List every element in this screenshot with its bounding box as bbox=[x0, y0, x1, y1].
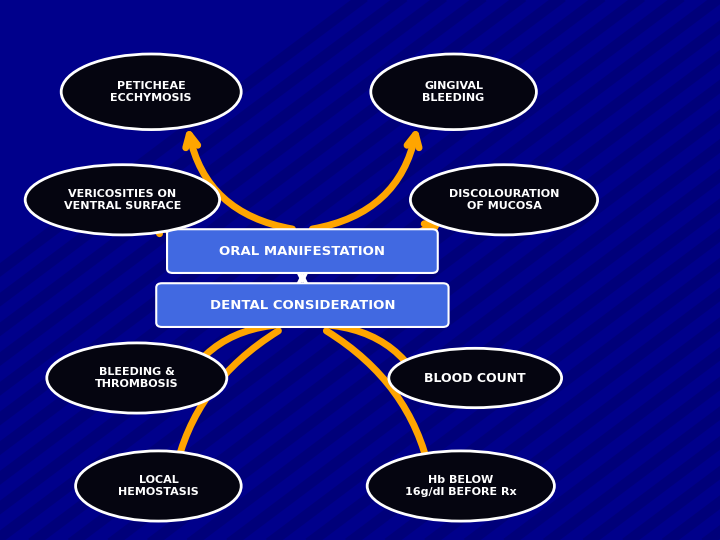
Ellipse shape bbox=[61, 54, 241, 130]
Text: LOCAL
HEMOSTASIS: LOCAL HEMOSTASIS bbox=[118, 475, 199, 497]
FancyArrowPatch shape bbox=[312, 134, 419, 229]
FancyBboxPatch shape bbox=[156, 283, 449, 327]
Text: BLOOD COUNT: BLOOD COUNT bbox=[424, 372, 526, 384]
FancyBboxPatch shape bbox=[167, 229, 438, 273]
Ellipse shape bbox=[389, 348, 562, 408]
Ellipse shape bbox=[410, 165, 598, 235]
FancyArrowPatch shape bbox=[327, 222, 438, 243]
FancyArrowPatch shape bbox=[175, 324, 292, 401]
Text: GINGIVAL
BLEEDING: GINGIVAL BLEEDING bbox=[423, 81, 485, 103]
Text: DENTAL CONSIDERATION: DENTAL CONSIDERATION bbox=[210, 299, 395, 312]
Text: VERICOSITIES ON
VENTRAL SURFACE: VERICOSITIES ON VENTRAL SURFACE bbox=[63, 189, 181, 211]
FancyArrowPatch shape bbox=[312, 324, 430, 401]
Text: Hb BELOW
16g/dl BEFORE Rx: Hb BELOW 16g/dl BEFORE Rx bbox=[405, 475, 517, 497]
FancyArrowPatch shape bbox=[186, 134, 292, 229]
Text: PETICHEAE
ECCHYMOSIS: PETICHEAE ECCHYMOSIS bbox=[110, 81, 192, 103]
Ellipse shape bbox=[76, 451, 241, 521]
FancyArrowPatch shape bbox=[171, 331, 279, 473]
Ellipse shape bbox=[371, 54, 536, 130]
Ellipse shape bbox=[367, 451, 554, 521]
FancyArrowPatch shape bbox=[326, 331, 433, 473]
Text: DISCOLOURATION
OF MUCOSA: DISCOLOURATION OF MUCOSA bbox=[449, 189, 559, 211]
Ellipse shape bbox=[25, 165, 220, 235]
FancyArrowPatch shape bbox=[153, 222, 278, 245]
Text: ORAL MANIFESTATION: ORAL MANIFESTATION bbox=[220, 245, 385, 258]
Ellipse shape bbox=[47, 343, 227, 413]
Text: BLEEDING &
THROMBOSIS: BLEEDING & THROMBOSIS bbox=[95, 367, 179, 389]
